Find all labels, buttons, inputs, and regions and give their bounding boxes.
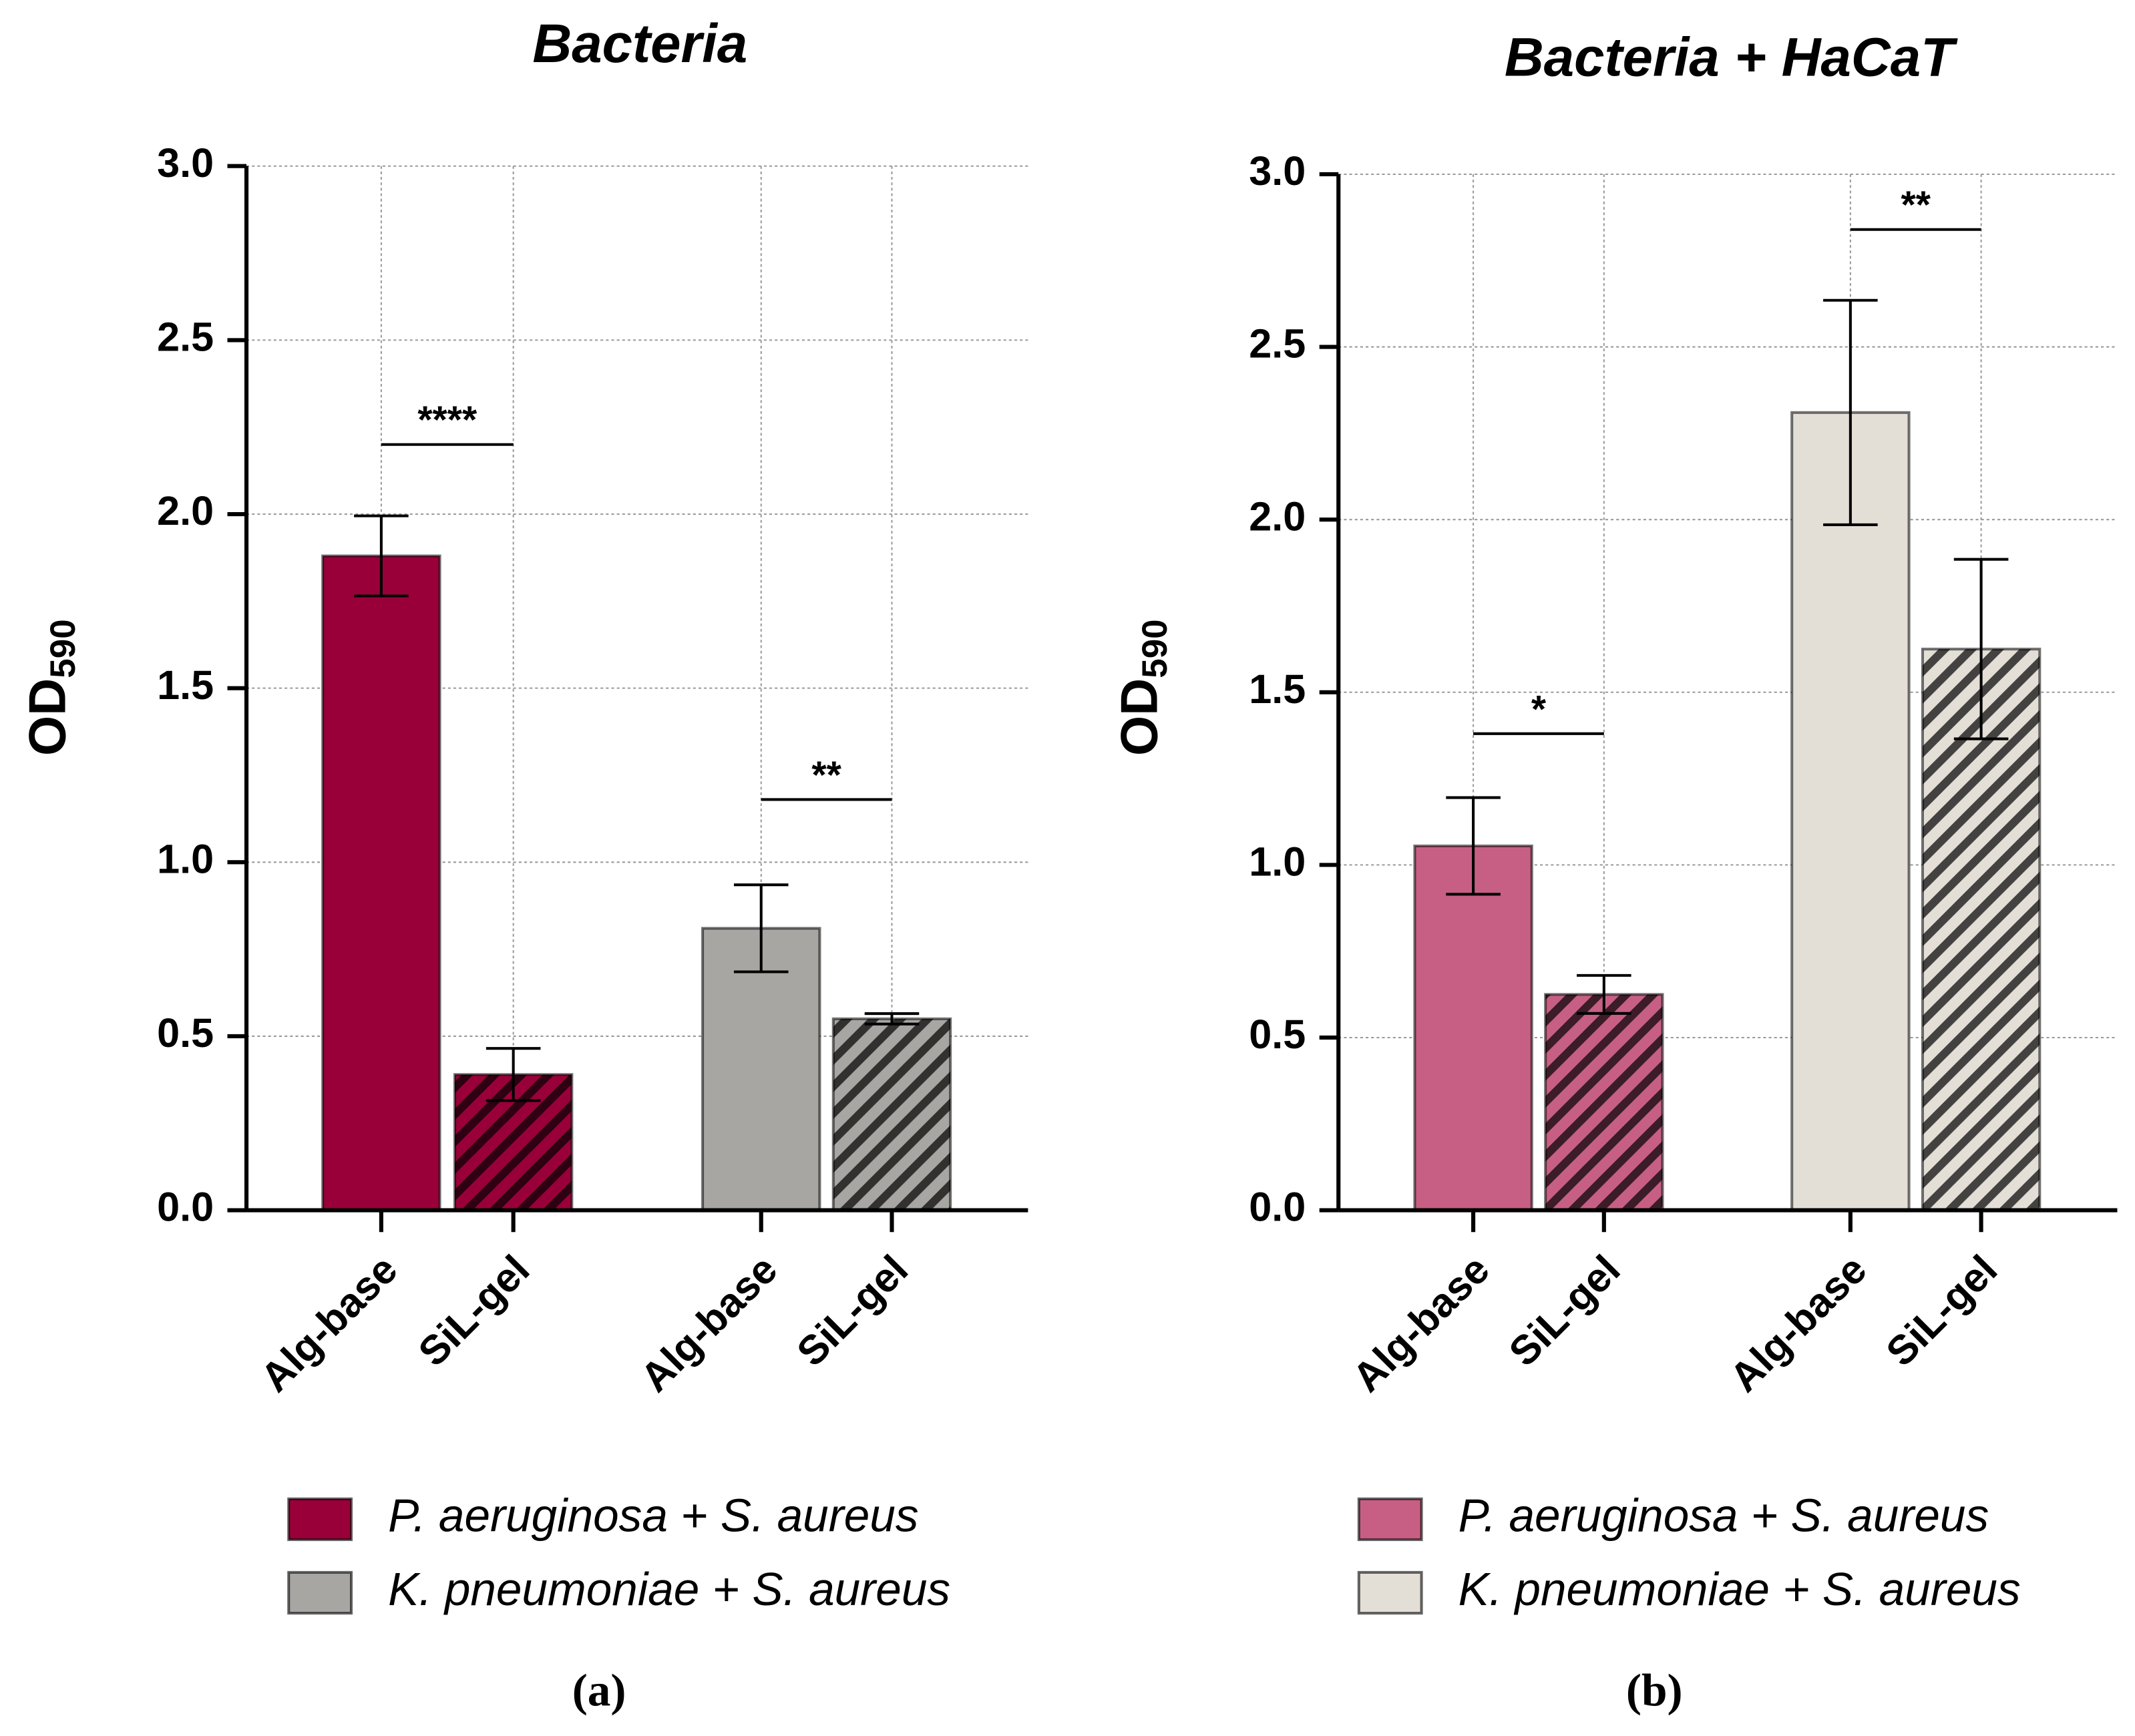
y-tick-label: 1.0 xyxy=(1249,839,1306,885)
legend-swatch xyxy=(287,1497,353,1542)
bar xyxy=(1413,844,1533,1212)
bar xyxy=(321,554,441,1212)
y-axis-label: OD590 xyxy=(1111,619,1175,756)
panel-label: (a) xyxy=(572,1664,626,1715)
y-axis-label-subscript: 590 xyxy=(1135,619,1175,678)
y-tick-label: 2.0 xyxy=(157,488,214,533)
y-tick-label: 2.5 xyxy=(1249,321,1306,367)
y-tick-label: 0.0 xyxy=(1249,1184,1306,1230)
y-tick-label: 0.5 xyxy=(1249,1012,1306,1057)
y-tick-label: 1.5 xyxy=(157,662,214,708)
y-axis-label-main: OD xyxy=(19,678,77,756)
x-tick-label: Alg-base xyxy=(252,1247,406,1401)
legend-label: P. aeruginosa + S. aureus xyxy=(388,1490,918,1542)
y-axis-label-subscript: 590 xyxy=(43,619,83,678)
y-tick-label: 3.0 xyxy=(157,140,214,186)
bar xyxy=(831,1017,952,1212)
legend-label: K. pneumoniae + S. aureus xyxy=(388,1563,950,1615)
y-tick-label: 3.0 xyxy=(1249,148,1306,194)
chart-title: Bacteria + HaCaT xyxy=(1505,27,1958,87)
legend-swatch xyxy=(1357,1570,1423,1615)
bar xyxy=(1544,993,1664,1212)
legend-swatch xyxy=(287,1570,353,1615)
error-bar xyxy=(486,1047,541,1102)
legend-label: P. aeruginosa + S. aureus xyxy=(1459,1490,1989,1542)
error-bar xyxy=(354,514,409,598)
x-tick-label: SiL-gel xyxy=(1877,1247,2005,1375)
error-bar xyxy=(864,1012,920,1026)
significance-label: * xyxy=(1531,688,1547,730)
x-tick-label: SiL-gel xyxy=(1501,1247,1629,1375)
x-tick-label: SiL-gel xyxy=(409,1247,538,1375)
bar xyxy=(1921,648,2042,1212)
panel-label: (b) xyxy=(1626,1664,1683,1715)
error-bar xyxy=(1577,973,1631,1015)
y-tick-label: 0.5 xyxy=(157,1010,214,1056)
y-tick-label: 2.0 xyxy=(1249,493,1306,539)
error-bar xyxy=(1953,558,2009,740)
y-tick-label: 1.0 xyxy=(157,836,214,881)
y-axis-label: OD590 xyxy=(19,619,83,756)
x-tick-label: SiL-gel xyxy=(788,1247,916,1375)
y-tick-label: 0.0 xyxy=(157,1184,214,1230)
x-tick-label: Alg-base xyxy=(1344,1247,1498,1401)
legend-label: K. pneumoniae + S. aureus xyxy=(1459,1563,2021,1615)
chart-title: Bacteria xyxy=(532,13,747,74)
significance-label: ** xyxy=(1901,184,1931,226)
legend-swatch xyxy=(1357,1497,1423,1542)
x-tick-label: Alg-base xyxy=(1721,1247,1875,1401)
y-axis-label-main: OD xyxy=(1111,678,1169,756)
significance-label: **** xyxy=(417,399,477,441)
error-bar xyxy=(1446,796,1501,896)
significance-label: ** xyxy=(811,754,841,797)
y-tick-label: 2.5 xyxy=(157,314,214,360)
error-bar xyxy=(1823,298,1878,526)
bar xyxy=(1790,411,1911,1212)
x-tick-label: Alg-base xyxy=(632,1247,786,1401)
error-bar xyxy=(733,883,789,973)
y-tick-label: 1.5 xyxy=(1249,666,1306,712)
